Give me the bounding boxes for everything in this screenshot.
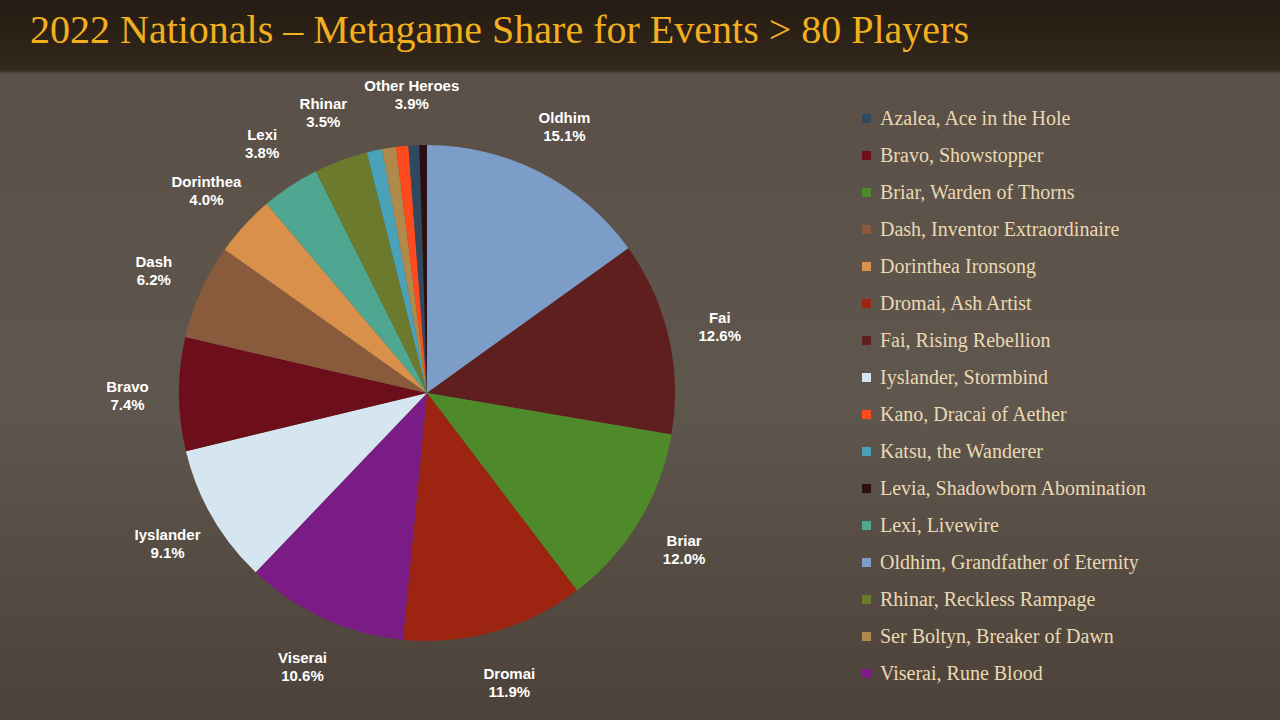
html-text:Lexi, Livewire: Lexi, Livewire bbox=[880, 514, 999, 536]
html-text:Rhinar, Reckless Rampage: Rhinar, Reckless Rampage bbox=[880, 588, 1096, 610]
html-text:Bravo, Showstopper: Bravo, Showstopper bbox=[880, 144, 1044, 166]
svg-text:Briar12.0%: Briar12.0% bbox=[663, 532, 706, 567]
svg-text:Iyslander9.1%: Iyslander9.1% bbox=[135, 526, 201, 561]
html-text:Azalea, Ace in the Hole: Azalea, Ace in the Hole bbox=[880, 107, 1071, 129]
svg-text:Oldhim15.1%: Oldhim15.1% bbox=[539, 109, 591, 144]
html-text:Iyslander, Stormbind: Iyslander, Stormbind bbox=[880, 366, 1049, 388]
html-text:Ser Boltyn, Breaker of Dawn: Ser Boltyn, Breaker of Dawn bbox=[880, 625, 1114, 647]
html-text:Viserai, Rune Blood: Viserai, Rune Blood bbox=[880, 662, 1043, 684]
html-text:2022 Nationals – Metagame Shar: 2022 Nationals – Metagame Share for Even… bbox=[30, 7, 969, 52]
svg-text:Rhinar3.5%: Rhinar3.5% bbox=[300, 95, 348, 130]
svg-text:Dorinthea4.0%: Dorinthea4.0% bbox=[171, 173, 242, 208]
svg-text:Other Heroes3.9%: Other Heroes3.9% bbox=[364, 77, 459, 112]
html-text:Briar, Warden of Thorns: Briar, Warden of Thorns bbox=[880, 181, 1075, 203]
html-text:Oldhim, Grandfather of Eternit: Oldhim, Grandfather of Eternity bbox=[880, 551, 1139, 573]
html-text:Katsu, the Wanderer: Katsu, the Wanderer bbox=[880, 440, 1043, 462]
svg-text:Viserai10.6%: Viserai10.6% bbox=[278, 649, 327, 684]
svg-text:Bravo7.4%: Bravo7.4% bbox=[106, 378, 149, 413]
svg-text:Fai12.6%: Fai12.6% bbox=[698, 309, 741, 344]
svg-text:Lexi3.8%: Lexi3.8% bbox=[245, 126, 279, 161]
html-text:Dash, Inventor Extraordinaire: Dash, Inventor Extraordinaire bbox=[880, 218, 1120, 240]
html-text:Dorinthea Ironsong: Dorinthea Ironsong bbox=[880, 255, 1037, 277]
html-text:Fai, Rising Rebellion: Fai, Rising Rebellion bbox=[880, 329, 1051, 351]
html-text:Dromai, Ash Artist: Dromai, Ash Artist bbox=[880, 292, 1032, 314]
svg-text:Dromai11.9%: Dromai11.9% bbox=[483, 665, 535, 700]
html-text:Levia, Shadowborn Abomination: Levia, Shadowborn Abomination bbox=[880, 477, 1147, 499]
svg-text:Dash6.2%: Dash6.2% bbox=[135, 253, 172, 288]
html-text:Kano, Dracai of Aether: Kano, Dracai of Aether bbox=[880, 403, 1067, 425]
